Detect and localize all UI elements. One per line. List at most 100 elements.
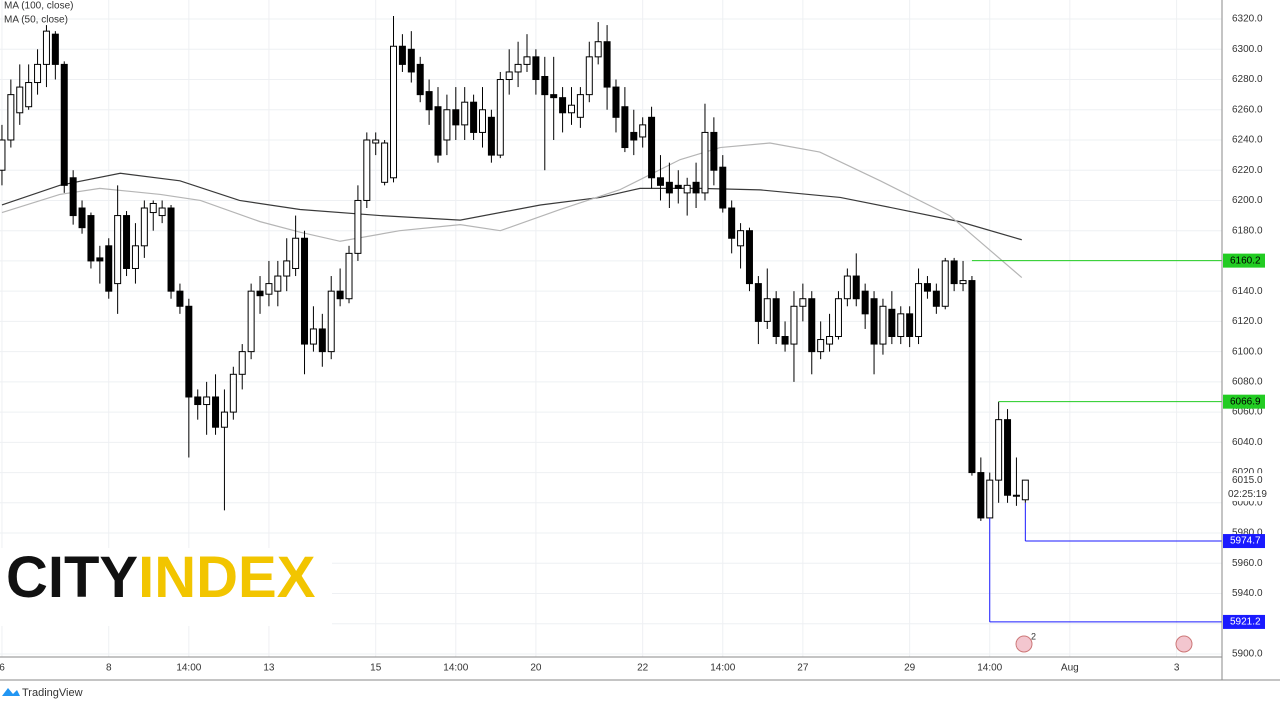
candle-body xyxy=(630,131,638,141)
candle-body xyxy=(781,336,789,345)
x-tick-label: 14:00 xyxy=(977,663,1002,674)
candle-body xyxy=(407,48,415,73)
candle-body xyxy=(745,230,753,285)
x-tick-label: 3 xyxy=(1174,663,1180,674)
candle-body xyxy=(986,479,994,519)
y-tick-label: 5960.0 xyxy=(1232,558,1263,569)
candle-body xyxy=(861,290,869,315)
candle-body xyxy=(78,207,86,229)
candle-body xyxy=(843,275,851,300)
x-tick-label: 14:00 xyxy=(443,663,468,674)
y-tick-label: 6280.0 xyxy=(1232,74,1263,85)
level-label-bg xyxy=(1223,614,1265,629)
candle-body xyxy=(434,106,442,156)
candle-body xyxy=(701,131,709,194)
candle-body xyxy=(87,215,95,262)
candle-body xyxy=(754,283,762,322)
candle-body xyxy=(648,116,656,179)
tv-logo xyxy=(2,688,20,696)
candle-body xyxy=(772,298,780,338)
candle-body xyxy=(203,396,211,406)
candle-body xyxy=(621,106,629,149)
candle-body xyxy=(34,63,42,84)
candle-body xyxy=(301,237,309,345)
ma-line xyxy=(1,142,1023,279)
candle-body xyxy=(656,177,664,186)
candle-body xyxy=(567,104,575,114)
x-tick-label: 13 xyxy=(263,663,275,674)
candle-body xyxy=(888,308,896,338)
candle-body xyxy=(915,283,923,338)
candle-body xyxy=(523,56,531,65)
candle-body xyxy=(639,124,647,138)
candle-body xyxy=(808,298,816,353)
candle-body xyxy=(692,181,700,194)
candle-body xyxy=(728,207,736,239)
x-tick-label: 15 xyxy=(370,663,382,674)
watermark-part: CITY xyxy=(6,545,138,610)
candle-body xyxy=(541,75,549,96)
level-label-bg xyxy=(1223,534,1265,549)
y-tick-label: 6200.0 xyxy=(1232,195,1263,206)
ma-line xyxy=(1,172,1022,241)
candle-body xyxy=(105,245,113,292)
legend-entry: MA (50, close) xyxy=(4,15,68,26)
candle-body xyxy=(149,202,157,214)
candle-body xyxy=(790,305,798,345)
y-tick-label: 6120.0 xyxy=(1232,316,1263,327)
candle-body xyxy=(336,290,344,300)
candle-body xyxy=(977,472,985,519)
y-tick-label: 5980.0 xyxy=(1232,528,1263,539)
x-tick-label: 29 xyxy=(904,663,916,674)
candle-body xyxy=(7,94,15,141)
candle-body xyxy=(265,283,273,295)
candle-body xyxy=(603,41,611,88)
candle-body xyxy=(665,181,673,194)
candle-body xyxy=(16,86,24,114)
candle-body xyxy=(114,215,122,285)
candle-body xyxy=(212,396,220,428)
candle-body xyxy=(923,283,931,292)
candle-body xyxy=(167,207,175,292)
level-label: 5921.2 xyxy=(1230,617,1261,628)
candle-body xyxy=(1012,494,1020,497)
x-tick-label: 14:00 xyxy=(176,663,201,674)
y-tick-label: 5900.0 xyxy=(1232,649,1263,660)
candle-body xyxy=(505,71,513,81)
event-badge: 2 xyxy=(1031,631,1036,641)
candle-body xyxy=(959,280,967,285)
candle-body xyxy=(826,336,834,345)
candle-body xyxy=(932,290,940,307)
candle-body xyxy=(461,101,469,126)
y-tick-label: 6020.0 xyxy=(1232,467,1263,478)
event-icon[interactable] xyxy=(1175,635,1193,653)
event-icon[interactable] xyxy=(1015,635,1033,653)
y-tick-label: 6040.0 xyxy=(1232,437,1263,448)
candle-body xyxy=(968,280,976,474)
x-tick-label: 27 xyxy=(797,663,809,674)
watermark: CITYINDEX xyxy=(6,545,316,610)
candle-body xyxy=(852,275,860,300)
candle-body xyxy=(710,131,718,171)
candle-body xyxy=(416,63,424,96)
x-tick-label: 8 xyxy=(106,663,112,674)
y-tick-label: 6100.0 xyxy=(1232,346,1263,357)
countdown: 02:25:19 xyxy=(1228,489,1267,500)
candle-body xyxy=(140,207,148,247)
y-tick-label: 6080.0 xyxy=(1232,377,1263,388)
candle-body xyxy=(559,97,567,114)
candle-body xyxy=(870,298,878,345)
candle-body xyxy=(0,139,6,171)
candle-body xyxy=(381,142,389,183)
y-tick-label: 6060.0 xyxy=(1232,407,1263,418)
candle-body xyxy=(995,419,1003,481)
candle-body xyxy=(496,79,504,156)
y-tick-label: 6260.0 xyxy=(1232,104,1263,115)
candle-body xyxy=(42,30,50,65)
candle-body xyxy=(834,298,842,338)
candle-body xyxy=(318,328,326,353)
candle-body xyxy=(737,230,745,247)
level-label: 5974.7 xyxy=(1230,536,1261,547)
y-tick-label: 6220.0 xyxy=(1232,165,1263,176)
